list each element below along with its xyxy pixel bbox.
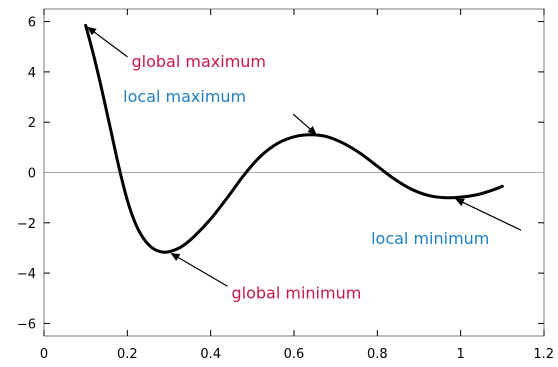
x-tick-label: 0.6 [284, 347, 305, 362]
annotation-label: local minimum [371, 229, 489, 248]
annotation-arrow [170, 253, 228, 287]
y-tick-label: −4 [17, 267, 36, 282]
annotation-arrow [292, 113, 317, 135]
x-tick-label: 0.2 [117, 347, 138, 362]
x-axis: 0 0.2 0.4 0.6 0.8 1 1.2 [40, 9, 554, 362]
annotations: global maximum local maximum local minimum… [87, 26, 522, 302]
annotation-arrow [455, 198, 522, 231]
x-tick-label: 0.4 [200, 347, 221, 362]
y-tick-label: 4 [28, 66, 36, 81]
x-tick-label: 1.2 [533, 347, 554, 362]
y-tick-label: 0 [28, 167, 36, 182]
y-tick-label: −6 [17, 317, 36, 332]
annotation-arrow [87, 26, 128, 58]
annotation-label: local maximum [123, 87, 246, 106]
y-tick-label: 6 [28, 16, 36, 31]
x-tick-label: 1 [457, 347, 465, 362]
annotation-label: global minimum [232, 283, 362, 302]
x-tick-label: 0 [40, 347, 48, 362]
function-curve [84, 23, 504, 254]
annotation-label: global maximum [132, 52, 267, 71]
x-tick-label: 0.8 [367, 347, 388, 362]
y-tick-label: 2 [28, 116, 36, 131]
y-tick-label: −2 [17, 217, 36, 232]
y-axis: 6 4 2 0 −2 −4 −6 [17, 16, 544, 332]
